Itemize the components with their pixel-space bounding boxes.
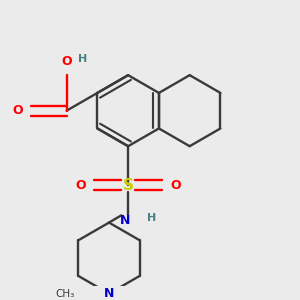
Text: CH₃: CH₃ [55,289,74,298]
Text: O: O [170,179,181,192]
Text: O: O [61,55,72,68]
Text: N: N [120,214,130,227]
Text: S: S [123,178,134,193]
Text: H: H [147,213,157,223]
Text: O: O [76,179,86,192]
Text: N: N [104,287,114,300]
Text: O: O [12,104,23,117]
Text: H: H [77,54,87,64]
